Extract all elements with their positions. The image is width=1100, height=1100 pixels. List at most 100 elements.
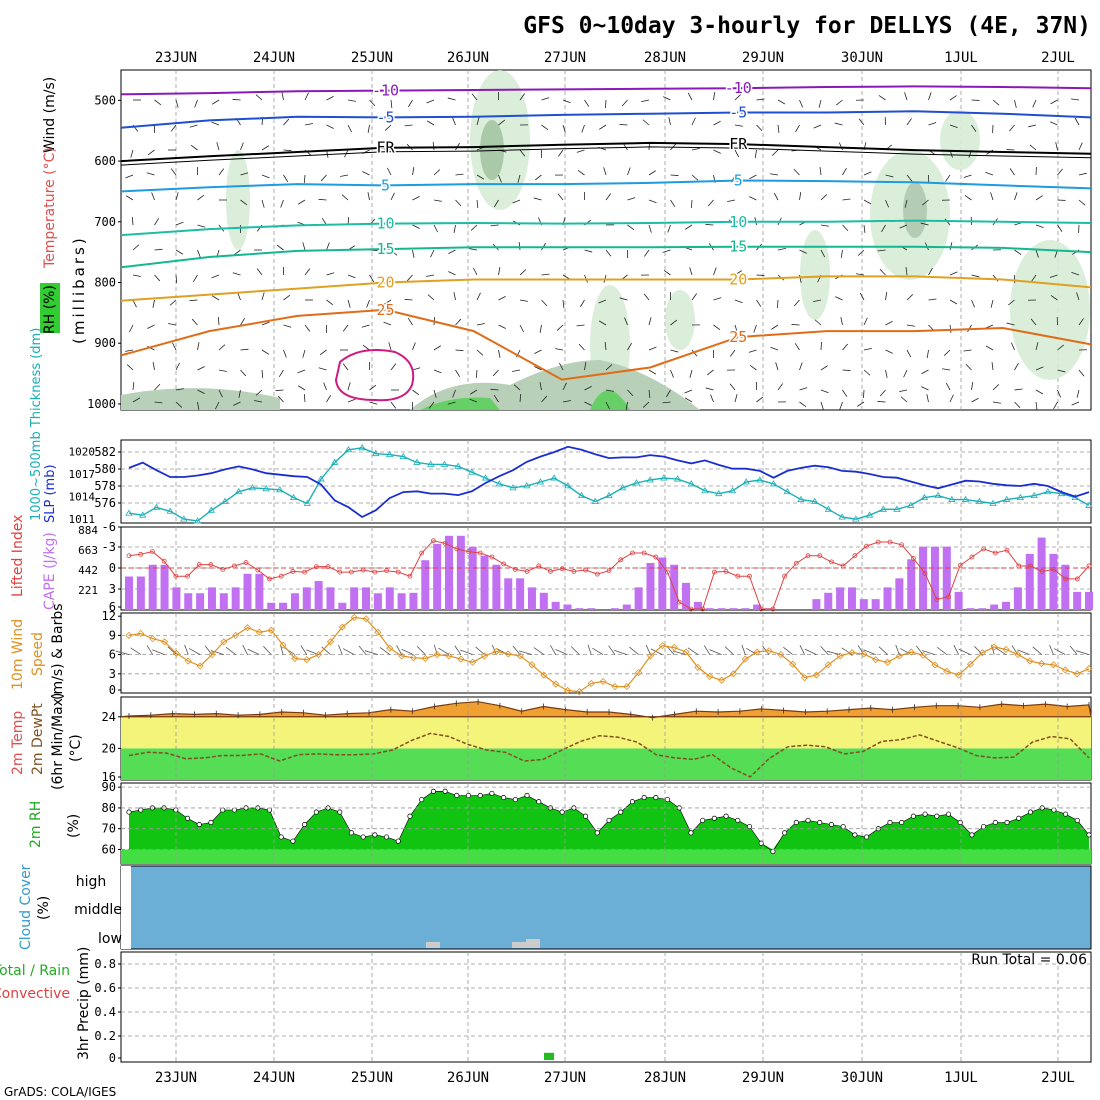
wind-barb bbox=[1076, 292, 1080, 301]
rh2m-ylabel-1: 2m RH bbox=[28, 801, 44, 848]
top-date-label: 28JUN bbox=[644, 50, 686, 66]
li-point bbox=[1086, 563, 1092, 569]
wind-barb bbox=[624, 317, 628, 326]
wind10-point bbox=[125, 631, 133, 639]
wind10-point bbox=[919, 651, 927, 659]
wind10-point bbox=[563, 686, 572, 695]
wind-barb bbox=[447, 401, 456, 405]
thickness-point bbox=[125, 509, 133, 516]
wind-barb bbox=[921, 369, 929, 375]
wind-barb bbox=[320, 174, 327, 182]
li-point bbox=[243, 560, 249, 565]
axis-tick-label: 0 bbox=[109, 1051, 116, 1065]
wind-barb bbox=[498, 174, 502, 183]
wind-barb bbox=[963, 349, 972, 352]
wind10-barb bbox=[130, 647, 142, 655]
precip-bars bbox=[544, 1052, 554, 1060]
wind10-barb bbox=[512, 645, 521, 655]
wind10-point bbox=[528, 661, 536, 669]
wind-barb bbox=[1014, 192, 1018, 201]
wind-barb bbox=[476, 349, 484, 356]
wind10-barb bbox=[614, 649, 627, 655]
wind-barb bbox=[576, 149, 585, 153]
wind-barb bbox=[863, 171, 872, 176]
wind10-point bbox=[587, 679, 595, 687]
wind-barb bbox=[949, 394, 954, 403]
wind-barb bbox=[455, 369, 461, 377]
wind-barb bbox=[562, 99, 571, 104]
cape-bar bbox=[243, 573, 252, 610]
wind-barb bbox=[906, 324, 915, 327]
wind10-barb bbox=[438, 647, 450, 655]
wind-barb bbox=[670, 319, 678, 326]
rh-shade-bright bbox=[590, 390, 630, 410]
contour-label: -10 bbox=[725, 79, 752, 97]
thickness-point bbox=[385, 450, 394, 458]
cape-bar bbox=[610, 608, 619, 610]
li-point bbox=[969, 554, 975, 560]
cape-bar bbox=[705, 608, 714, 610]
wind-barb bbox=[770, 173, 779, 176]
wind10-barb bbox=[953, 645, 959, 655]
wind-barb bbox=[408, 99, 413, 108]
cape-tick-label: 884 bbox=[78, 524, 98, 537]
wind10-barb bbox=[995, 647, 1007, 655]
rh-point bbox=[1086, 832, 1092, 838]
wind10-point bbox=[611, 683, 619, 691]
wind-barb bbox=[151, 192, 155, 201]
wind-barb bbox=[857, 401, 865, 407]
wind-barb bbox=[303, 393, 306, 403]
wind-barb bbox=[820, 249, 826, 258]
precip-frame bbox=[120, 951, 1092, 1063]
wind-barb bbox=[794, 343, 800, 351]
cape-bar bbox=[990, 604, 999, 610]
wind10-barb bbox=[475, 646, 485, 655]
wind-barb bbox=[1030, 318, 1037, 326]
wind-barb bbox=[369, 384, 377, 391]
thickness-point bbox=[728, 486, 737, 494]
li-point bbox=[594, 571, 600, 577]
wind-barb bbox=[734, 299, 743, 304]
wind-barb bbox=[648, 317, 652, 326]
thickness-point bbox=[1030, 491, 1038, 499]
wind-barb bbox=[175, 192, 179, 201]
cape-bar bbox=[670, 564, 679, 610]
wind-barb bbox=[433, 169, 441, 176]
wind10-barb bbox=[936, 646, 948, 655]
wind10-barb bbox=[826, 650, 841, 655]
wind10-panel: 12 9 6 3 0 10m Wind Speed (m/s) & Barbs bbox=[10, 603, 1093, 700]
rh-point bbox=[430, 788, 436, 794]
rh-shade-low bbox=[121, 388, 280, 410]
cape-bar bbox=[1085, 591, 1093, 610]
wind-barb bbox=[877, 249, 886, 252]
wind10-barb bbox=[1017, 649, 1030, 655]
wind10-point bbox=[836, 652, 844, 660]
li-point bbox=[477, 550, 483, 556]
wind-barb bbox=[1078, 318, 1084, 326]
wind-barb bbox=[904, 199, 908, 208]
top-date-label: 24JUN bbox=[253, 50, 295, 66]
wind-barb bbox=[691, 174, 699, 181]
wind10-barb bbox=[878, 646, 888, 655]
li-line-path bbox=[128, 540, 1090, 610]
li-point bbox=[583, 567, 588, 573]
wind10-barb bbox=[645, 644, 651, 655]
wind-barb bbox=[899, 389, 908, 393]
axis-tick-label: 0 bbox=[109, 683, 116, 697]
wind-barb bbox=[749, 196, 757, 201]
li-point bbox=[1004, 547, 1010, 553]
cape-bar bbox=[516, 578, 525, 610]
wind-barb bbox=[240, 369, 247, 377]
wind-barb bbox=[513, 384, 521, 391]
rh-point bbox=[266, 807, 273, 813]
wind10-speed-line bbox=[125, 613, 1093, 696]
li-point bbox=[606, 568, 612, 574]
wind10-point bbox=[907, 648, 915, 656]
wind-barb bbox=[261, 174, 270, 179]
wind10-point bbox=[184, 657, 192, 665]
rh-point bbox=[1016, 815, 1022, 821]
wind-barb bbox=[840, 317, 843, 326]
thickness-point bbox=[742, 478, 750, 485]
wind-barb bbox=[447, 97, 456, 101]
cape-bar bbox=[290, 593, 299, 610]
